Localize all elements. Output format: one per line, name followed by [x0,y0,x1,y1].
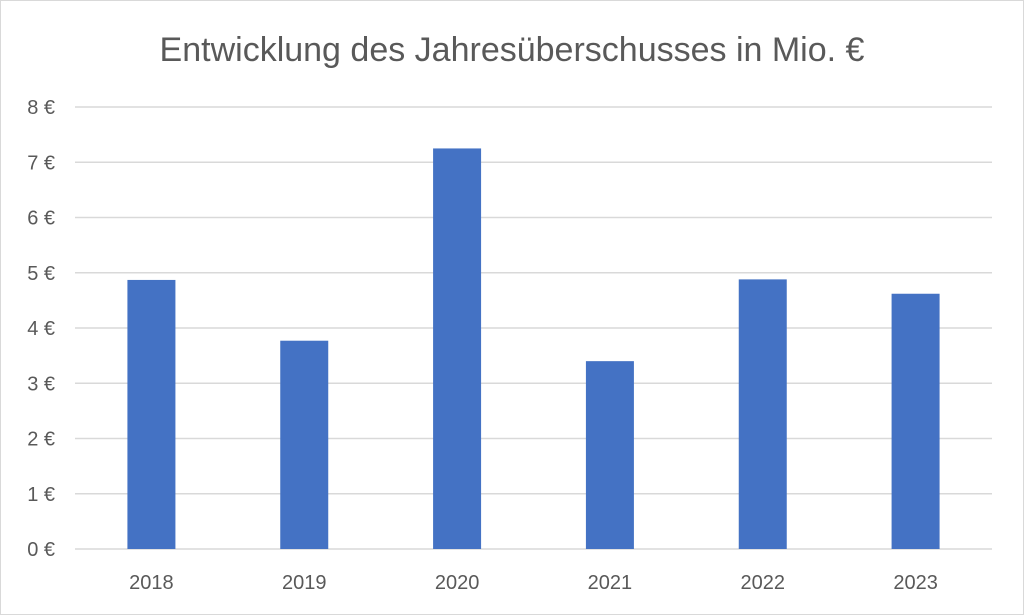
bar-2023 [891,293,940,549]
x-tick-label: 2020 [435,572,480,594]
x-tick-label: 2018 [129,572,174,594]
x-tick-label: 2019 [282,572,327,594]
x-tick-label: 2023 [893,572,938,594]
y-tick-label: 8 € [27,97,55,119]
y-axis-ticks: 0 € 1 € 2 € 3 € 4 € 5 € 6 € 7 € 8 € [27,97,55,561]
y-tick-label: 7 € [27,152,55,174]
bar-2018 [127,279,176,549]
bars [127,148,940,549]
x-tick-label: 2022 [741,572,786,594]
y-tick-label: 4 € [27,318,55,340]
bar-2019 [280,340,329,549]
gridlines [75,106,992,550]
x-tick-label: 2021 [588,572,633,594]
bar-2021 [585,361,634,549]
x-axis-ticks: 2018 2019 2020 2021 2022 2023 [129,572,938,594]
y-tick-label: 6 € [27,208,55,230]
y-tick-label: 0 € [27,539,55,561]
bar-2022 [738,279,787,549]
y-tick-label: 1 € [27,484,55,506]
bar-2020 [433,148,482,549]
y-tick-label: 2 € [27,429,55,451]
y-tick-label: 3 € [27,373,55,395]
chart-title: Entwicklung des Jahresüberschusses in Mi… [160,31,865,69]
y-tick-label: 5 € [27,263,55,285]
